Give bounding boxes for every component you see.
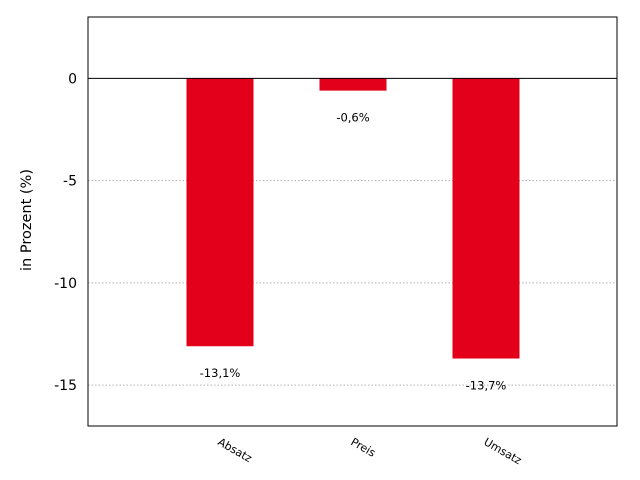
- y-tick-label: -15: [54, 378, 77, 394]
- y-tick-label: -5: [63, 174, 77, 190]
- x-tick-label: Preis: [349, 435, 378, 460]
- data-label: -13,7%: [466, 379, 507, 393]
- x-tick-label: Absatz: [216, 435, 255, 465]
- x-axis-labels: Absatz Preis Umsatz: [216, 435, 524, 467]
- bar-absatz: [186, 78, 254, 347]
- y-tick-label: 0: [68, 71, 77, 87]
- data-label: -0,6%: [336, 111, 369, 125]
- plot-frame: [87, 16, 618, 427]
- data-labels: -13,1% -0,6% -13,7%: [200, 111, 507, 393]
- grid-lines: [88, 180, 617, 386]
- x-tick-label: Umsatz: [482, 435, 524, 467]
- bars: [186, 78, 520, 359]
- y-axis-title: in Prozent (%): [19, 169, 35, 271]
- y-axis-ticks: 0 -5 -10 -15: [54, 71, 77, 394]
- bar-preis: [319, 78, 387, 91]
- y-tick-label: -10: [54, 276, 77, 292]
- data-label: -13,1%: [200, 366, 241, 380]
- bar-umsatz: [452, 78, 520, 359]
